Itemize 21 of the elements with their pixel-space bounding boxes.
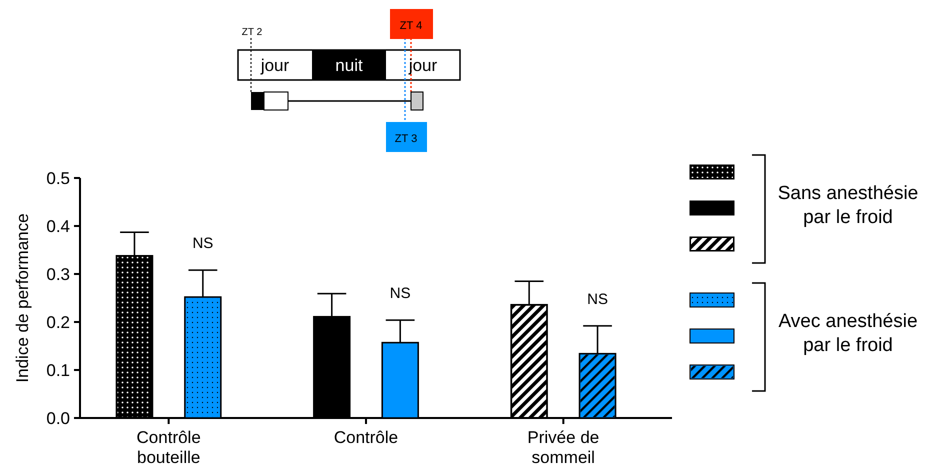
y-axis-title: Indice de performance: [13, 213, 32, 383]
annotation: NS: [390, 285, 411, 302]
x-tick-label: Privée de sommeil: [527, 428, 600, 467]
y-tick-label: 0.0: [46, 408, 70, 428]
text: jour: [408, 56, 438, 75]
y-tick-label: 0.2: [46, 312, 70, 332]
x-tick-label: Contrôle: [334, 428, 398, 447]
text: ZT 3: [394, 133, 418, 145]
y-tick-label: 0.4: [46, 216, 70, 236]
annotation: NS: [192, 235, 214, 252]
y-tick-label: 0.5: [46, 168, 70, 188]
text: jour: [260, 56, 290, 75]
text: nuit: [335, 56, 363, 75]
y-tick-label: 0.1: [46, 360, 70, 380]
text: ZT 2: [242, 27, 263, 38]
y-tick-label: 0.3: [46, 264, 70, 284]
legend-label: Sans anesthésie par le froid: [778, 183, 918, 228]
legend-label: Avec anesthésie par le froid: [778, 311, 918, 356]
annotation: NS: [587, 290, 608, 308]
x-tick-label: Contrôle bouteille: [136, 428, 201, 467]
text: ZT 4: [400, 20, 422, 32]
